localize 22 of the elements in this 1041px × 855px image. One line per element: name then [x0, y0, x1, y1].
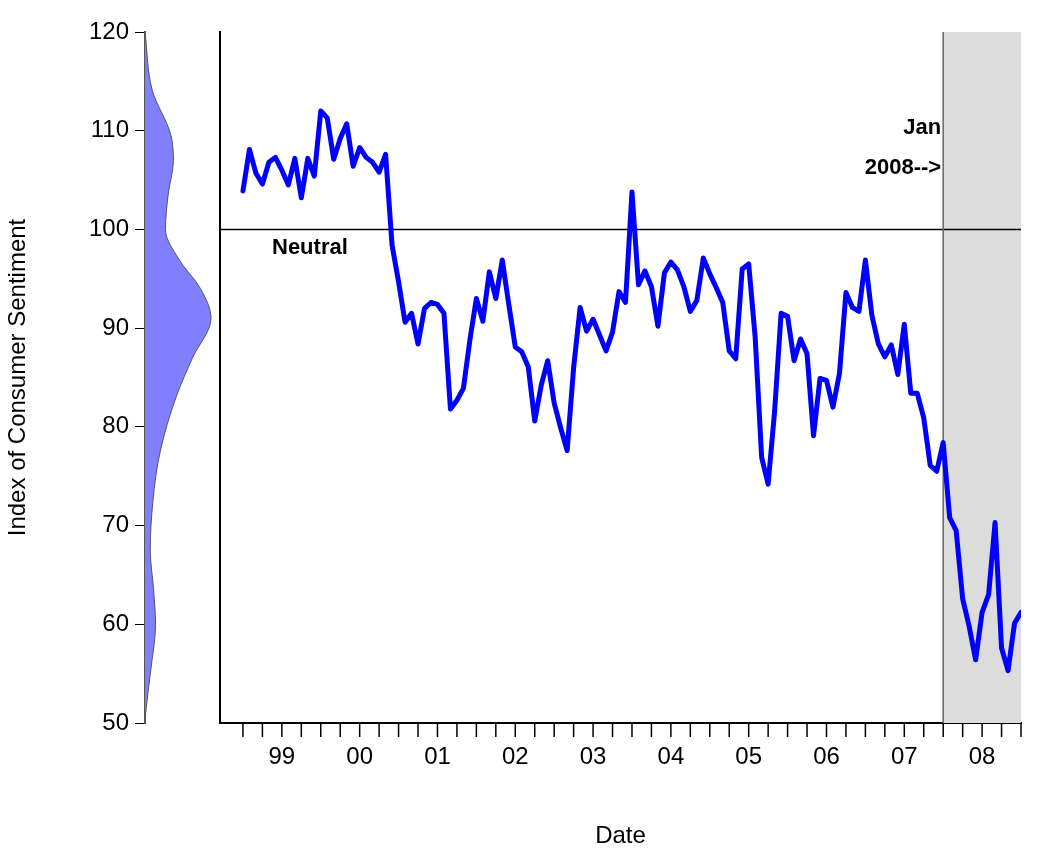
ref-line-label: Neutral	[272, 234, 348, 260]
x-tick-label: 08	[968, 742, 996, 770]
y-tick-label: 120	[88, 16, 129, 44]
x-tick-label: 99	[268, 742, 296, 770]
y-tick-label: 50	[102, 707, 129, 735]
y-tick-label: 80	[102, 411, 129, 439]
x-tick-label: 07	[890, 742, 918, 770]
x-tick-label: 05	[735, 742, 763, 770]
band-label: Jan 2008-->	[864, 114, 942, 180]
y-tick-label: 110	[90, 115, 129, 143]
y-axis-title: Index of Consumer Sentiment	[3, 218, 31, 537]
y-tick-label: 70	[102, 510, 129, 538]
x-tick-label: 00	[346, 742, 374, 770]
x-tick-label: 01	[424, 742, 451, 770]
x-tick-label: 04	[657, 742, 685, 770]
y-tick-label: 100	[88, 214, 129, 242]
x-axis-title: Date	[595, 821, 646, 849]
y-tick-label: 90	[102, 312, 129, 340]
y-tick-label: 60	[102, 608, 129, 636]
x-tick-label: 03	[579, 742, 607, 770]
x-tick-label: 06	[813, 742, 840, 770]
x-tick-label: 02	[501, 742, 529, 770]
